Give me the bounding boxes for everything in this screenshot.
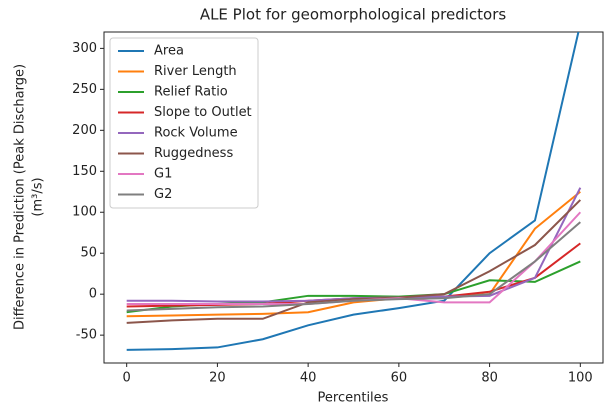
legend-label: Slope to Outlet [154,105,252,120]
line-series [126,199,582,324]
legend-label: Relief Ratio [154,85,228,100]
line-series [126,221,581,312]
legend-label: Area [154,44,184,59]
legend-box [109,37,259,209]
line-series [126,242,581,308]
legend-label: Ruggedness [154,146,233,161]
x-tick-label: 80 [481,371,498,386]
x-tick-label: 0 [123,371,131,386]
x-tick-label: 20 [209,371,226,386]
y-axis-label: (m³/s) [31,177,46,216]
y-tick-label: 150 [72,164,97,179]
x-axis-label: Percentiles [318,391,389,406]
chart-title: ALE Plot for geomorphological predictors [200,6,507,24]
y-tick-label: 50 [80,246,97,261]
line-series [126,32,580,351]
legend-label: River Length [154,64,237,79]
y-axis-label: Difference in Prediction (Peak Discharge… [13,64,28,330]
legend-label: Rock Volume [154,126,238,141]
y-tick-label: 300 [72,41,97,56]
x-tick-label: 100 [568,371,593,386]
line-series [126,190,581,318]
y-tick-label: -50 [76,328,97,343]
legend-label: G2 [154,187,172,202]
x-tick-label: 60 [391,371,408,386]
plot-area [103,31,604,364]
y-tick-label: 0 [89,287,97,302]
series-group [126,32,582,351]
legend-label: G1 [154,167,172,182]
y-tick-label: 250 [72,82,97,97]
y-tick-label: 100 [72,205,97,220]
y-tick-label: 200 [72,123,97,138]
x-tick-label: 40 [300,371,317,386]
